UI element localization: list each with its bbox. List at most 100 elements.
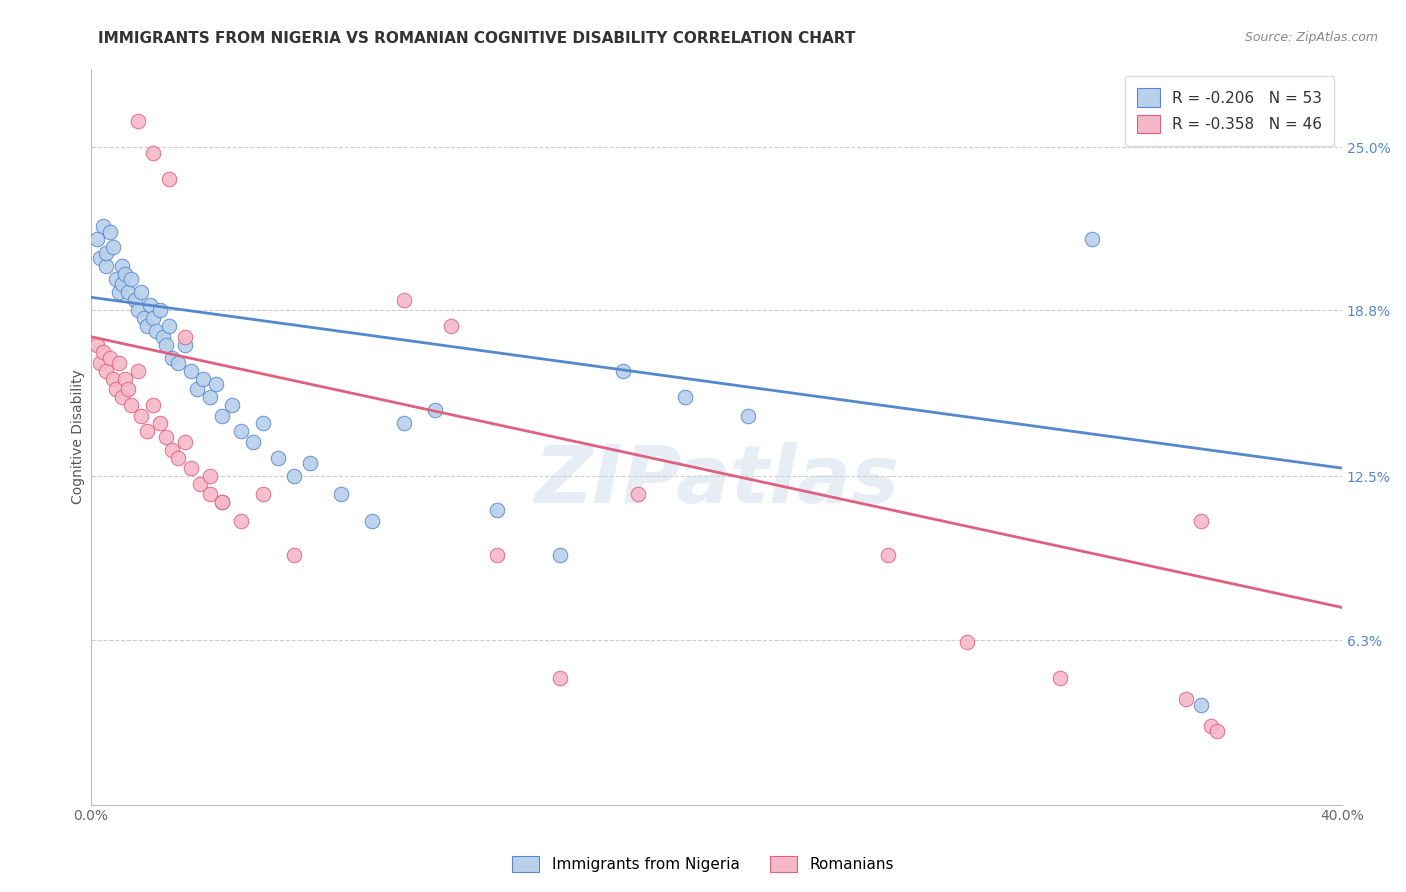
Point (956, 634, 979, 648)
Point (1199, 719, 1222, 733)
Point (96, 245, 118, 260)
Point (167, 356, 190, 370)
Point (142, 398, 165, 412)
Point (114, 267, 136, 281)
Point (1049, 672, 1071, 686)
Point (114, 372, 136, 386)
Point (173, 329, 195, 343)
Point (86, 337, 108, 351)
Point (267, 450, 290, 465)
Point (486, 503, 509, 517)
Point (149, 417, 172, 431)
Point (1205, 724, 1227, 739)
Point (136, 319, 159, 334)
Point (157, 319, 180, 334)
Legend: R = -0.206   N = 53, R = -0.358   N = 46: R = -0.206 N = 53, R = -0.358 N = 46 (1125, 76, 1334, 145)
Point (86, 232, 108, 246)
Point (91, 345, 114, 359)
Point (101, 372, 124, 386)
Point (117, 382, 139, 396)
Point (612, 364, 634, 378)
Point (439, 319, 461, 334)
Point (104, 382, 127, 396)
Point (173, 434, 195, 449)
Point (198, 390, 221, 404)
Point (298, 456, 321, 470)
Point (142, 311, 165, 326)
Point (1174, 692, 1197, 706)
Point (252, 417, 274, 431)
Point (120, 398, 142, 412)
Point (198, 469, 221, 483)
Point (124, 293, 146, 307)
Point (129, 409, 152, 423)
Point (111, 277, 134, 291)
Point (188, 476, 211, 491)
Point (205, 376, 228, 391)
Point (160, 351, 183, 365)
Point (548, 548, 571, 562)
Point (117, 285, 139, 299)
Point (127, 364, 149, 378)
Point (98, 351, 121, 365)
Point (252, 487, 274, 501)
Text: Source: ZipAtlas.com: Source: ZipAtlas.com (1244, 31, 1378, 45)
Point (180, 364, 202, 378)
Point (98, 225, 121, 239)
Point (486, 548, 509, 562)
Point (221, 398, 243, 412)
Point (330, 487, 353, 501)
Point (627, 487, 650, 501)
Point (89, 356, 111, 370)
Point (111, 259, 134, 273)
Point (155, 337, 177, 351)
Point (96, 364, 118, 378)
Point (142, 145, 165, 160)
Point (211, 495, 233, 509)
Point (129, 285, 152, 299)
Point (104, 272, 127, 286)
Point (149, 303, 172, 318)
Point (186, 382, 208, 396)
Point (673, 390, 696, 404)
Point (193, 372, 215, 386)
Point (89, 251, 111, 265)
Point (392, 417, 415, 431)
Point (127, 303, 149, 318)
Point (361, 514, 384, 528)
Point (737, 409, 759, 423)
Point (157, 172, 180, 186)
Point (152, 329, 174, 343)
Point (1081, 232, 1104, 246)
Point (877, 548, 900, 562)
Point (423, 403, 446, 417)
Point (548, 672, 571, 686)
Text: ZIPatlas: ZIPatlas (534, 442, 898, 520)
Point (392, 293, 415, 307)
Point (1189, 514, 1212, 528)
Point (108, 285, 131, 299)
Point (120, 272, 142, 286)
Text: IMMIGRANTS FROM NIGERIA VS ROMANIAN COGNITIVE DISABILITY CORRELATION CHART: IMMIGRANTS FROM NIGERIA VS ROMANIAN COGN… (98, 31, 856, 46)
Point (108, 356, 131, 370)
Point (211, 409, 233, 423)
Point (167, 450, 190, 465)
Legend: Immigrants from Nigeria, Romanians: Immigrants from Nigeria, Romanians (505, 848, 901, 880)
Point (1189, 698, 1212, 712)
Point (139, 298, 162, 312)
Point (283, 469, 305, 483)
Point (229, 514, 252, 528)
Point (160, 442, 183, 457)
Point (101, 240, 124, 254)
Point (283, 548, 305, 562)
Point (242, 434, 264, 449)
Point (91, 219, 114, 234)
Point (211, 495, 233, 509)
Point (180, 461, 202, 475)
Point (96, 259, 118, 273)
Point (132, 311, 155, 326)
Point (173, 337, 195, 351)
Point (229, 425, 252, 439)
Point (198, 487, 221, 501)
Point (145, 325, 167, 339)
